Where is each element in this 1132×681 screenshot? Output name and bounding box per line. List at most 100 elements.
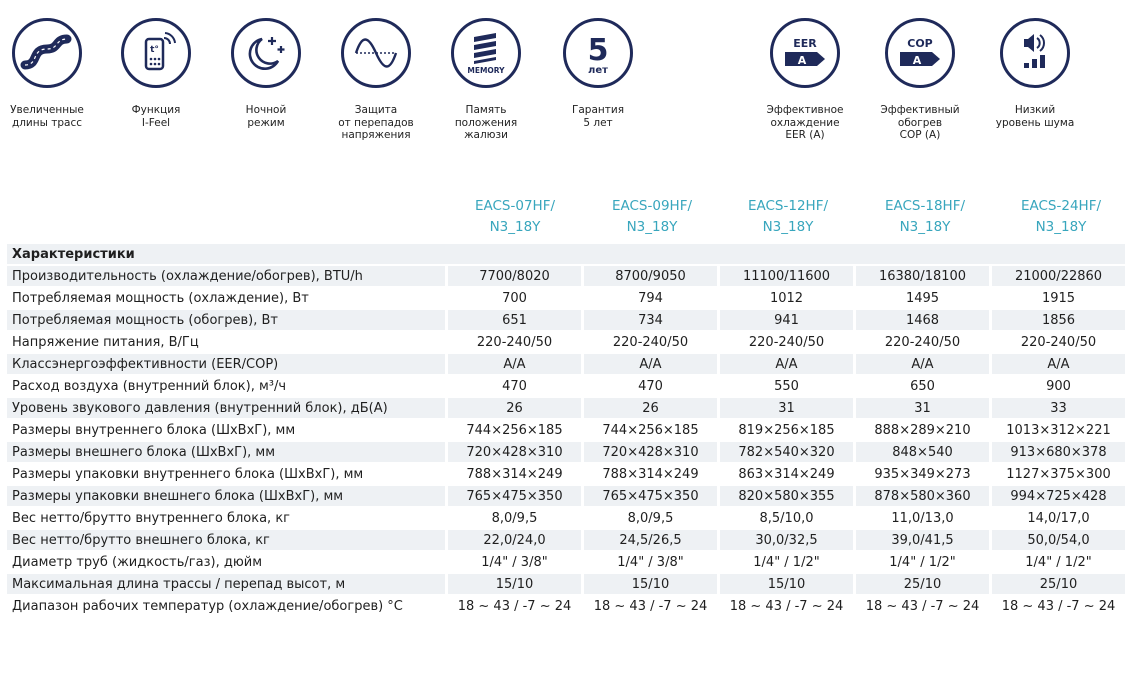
specifications-body: Характеристики Производительность (охлаж…	[7, 244, 1125, 616]
spec-value: 819×256×185	[738, 422, 835, 438]
spec-row: Уровень звукового давления (внутренний б…	[7, 398, 1125, 418]
spec-value: 25/10	[992, 574, 1125, 594]
spec-value: 941	[720, 310, 853, 330]
eer-label: EER	[793, 37, 817, 50]
spec-parameter: Вес нетто/брутто внутреннего блока, кг	[12, 510, 291, 526]
low-noise-icon	[1000, 18, 1070, 88]
spec-row: Напряжение питания, В/Гц 220-240/50 220-24…	[7, 332, 1125, 352]
spec-value: 220-240/50	[1020, 334, 1097, 350]
model-name: EACS-12HF/ N3_18Y	[747, 198, 829, 235]
spec-value: 22,0/24,0	[448, 530, 581, 550]
spec-parameter: Потребляемая мощность (охлаждение), Вт	[12, 290, 309, 306]
spec-value: 720×428×310	[448, 442, 581, 462]
spec-value: 550	[774, 378, 799, 394]
spec-value: 15/10	[448, 574, 581, 594]
moon-icon	[231, 18, 301, 88]
spec-value: 863×314×249	[738, 466, 835, 482]
spec-parameter: Напряжение питания, В/Гц	[12, 334, 199, 350]
svg-text:t°: t°	[150, 45, 159, 55]
feature-i-feel: t° Функция I-Feel	[101, 18, 211, 129]
section-title: Характеристики	[7, 244, 1125, 264]
model-name: EACS-09HF/ N3_18Y	[611, 198, 693, 235]
warranty-unit: лет	[588, 65, 608, 76]
spec-row: Вес нетто/брутто внутреннего блока, кг 8,…	[7, 508, 1125, 528]
spec-value: 935×349×273	[874, 466, 971, 482]
specifications-table: Характеристики Производительность (охлаж…	[4, 242, 1128, 618]
feature-caption: Защита от перепадов напряжения	[338, 104, 414, 141]
warranty-icon: 5 лет	[563, 18, 633, 88]
spec-row: Классэнергоэффективности (EER/COP) A/A A/A…	[7, 354, 1125, 374]
spec-parameter: Классэнергоэффективности (EER/COP)	[7, 354, 445, 374]
spec-parameter: Потребляемая мощность (обогрев), Вт	[7, 310, 445, 330]
spec-value: 878×580×360	[856, 486, 989, 506]
spec-value: 1/4" / 1/2"	[1025, 554, 1092, 570]
spec-parameter: Производительность (охлаждение/обогрев),…	[7, 266, 445, 286]
spec-value: 470	[502, 378, 527, 394]
spec-value: 30,0/32,5	[720, 530, 853, 550]
spec-value: A/A	[584, 354, 717, 374]
feature-voltage-protection: Защита от перепадов напряжения	[321, 18, 431, 142]
memory-louver-icon: MEMORY	[451, 18, 521, 88]
spec-value: 220-240/50	[884, 334, 961, 350]
spec-value: A/A	[448, 354, 581, 374]
model-name: EACS-18HF/ N3_18Y	[884, 198, 966, 235]
spec-value: 26	[448, 398, 581, 418]
spec-value: 900	[1046, 378, 1071, 394]
spec-value: 788×314×249	[602, 466, 699, 482]
spec-value: 1/4" / 1/2"	[889, 554, 956, 570]
spec-value: 820×580×355	[720, 486, 853, 506]
spec-value: 18 ~ 43 / -7 ~ 24	[593, 598, 708, 614]
spec-row: Размеры внешнего блока (ШхВхГ), мм 720×42…	[7, 442, 1125, 462]
spec-value: 470	[638, 378, 663, 394]
spec-value: 8,0/9,5	[491, 510, 538, 526]
feature-warranty: 5 лет Гарантия 5 лет	[543, 18, 653, 129]
spec-row: Размеры упаковки внутреннего блока (ШхВх…	[7, 464, 1125, 484]
spec-value: 14,0/17,0	[1027, 510, 1090, 526]
model-name: EACS-24HF/ N3_18Y	[1020, 198, 1102, 235]
spec-value: 220-240/50	[612, 334, 689, 350]
spec-value: 1012	[769, 290, 804, 306]
spec-value: 8,0/9,5	[627, 510, 674, 526]
model-name: EACS-07HF/ N3_18Y	[474, 198, 556, 235]
spec-row: Диаметр труб (жидкость/газ), дюйм 1/4" / …	[7, 552, 1125, 572]
spec-value: A/A	[720, 354, 853, 374]
section-header-row: Характеристики	[7, 244, 1125, 264]
spec-row: Размеры упаковки внешнего блока (ШхВхГ),…	[7, 486, 1125, 506]
spec-row: Диапазон рабочих температур (охлаждение/…	[7, 596, 1125, 616]
feature-caption: Эффективный обогрев COP (A)	[880, 104, 960, 141]
spec-value: 18 ~ 43 / -7 ~ 24	[729, 598, 844, 614]
spec-value: 788×314×249	[466, 466, 563, 482]
cop-grade: A	[913, 54, 922, 67]
spec-parameter: Максимальная длина трассы / перепад высо…	[7, 574, 445, 594]
spec-value: 18 ~ 43 / -7 ~ 24	[1001, 598, 1116, 614]
spec-parameter: Вес нетто/брутто внешнего блока, кг	[7, 530, 445, 550]
spec-value: 1/4" / 3/8"	[481, 554, 548, 570]
cop-label: COP	[907, 37, 933, 50]
spec-value: 1495	[905, 290, 940, 306]
feature-caption: Ночной режим	[245, 104, 287, 129]
spec-value: 24,5/26,5	[584, 530, 717, 550]
spec-value: 720×428×310	[584, 442, 717, 462]
spec-row: Расход воздуха (внутренний блок), м³/ч 47…	[7, 376, 1125, 396]
feature-low-noise: Низкий уровень шума	[980, 18, 1090, 129]
spec-value: A/A	[856, 354, 989, 374]
spec-value: 700	[502, 290, 527, 306]
feature-night-mode: Ночной режим	[211, 18, 321, 129]
spec-value: 50,0/54,0	[992, 530, 1125, 550]
spec-value: 8700/9050	[584, 266, 717, 286]
spec-row: Потребляемая мощность (обогрев), Вт 651 73…	[7, 310, 1125, 330]
spec-value: 651	[448, 310, 581, 330]
sine-wave-icon	[341, 18, 411, 88]
spec-value: 913×680×378	[992, 442, 1125, 462]
spec-parameter: Уровень звукового давления (внутренний б…	[7, 398, 445, 418]
spec-value: 39,0/41,5	[856, 530, 989, 550]
spec-value: 8,5/10,0	[759, 510, 814, 526]
spec-value: 765×475×350	[448, 486, 581, 506]
model-header-row: EACS-07HF/ N3_18Y EACS-09HF/ N3_18Y EACS…	[0, 196, 1132, 240]
eer-grade: A	[798, 54, 807, 67]
spec-value: 782×540×320	[720, 442, 853, 462]
cop-badge-icon: COP A	[885, 18, 955, 88]
spec-value: 744×256×185	[602, 422, 699, 438]
spec-value: 1915	[1041, 290, 1076, 306]
spec-value: 220-240/50	[476, 334, 553, 350]
